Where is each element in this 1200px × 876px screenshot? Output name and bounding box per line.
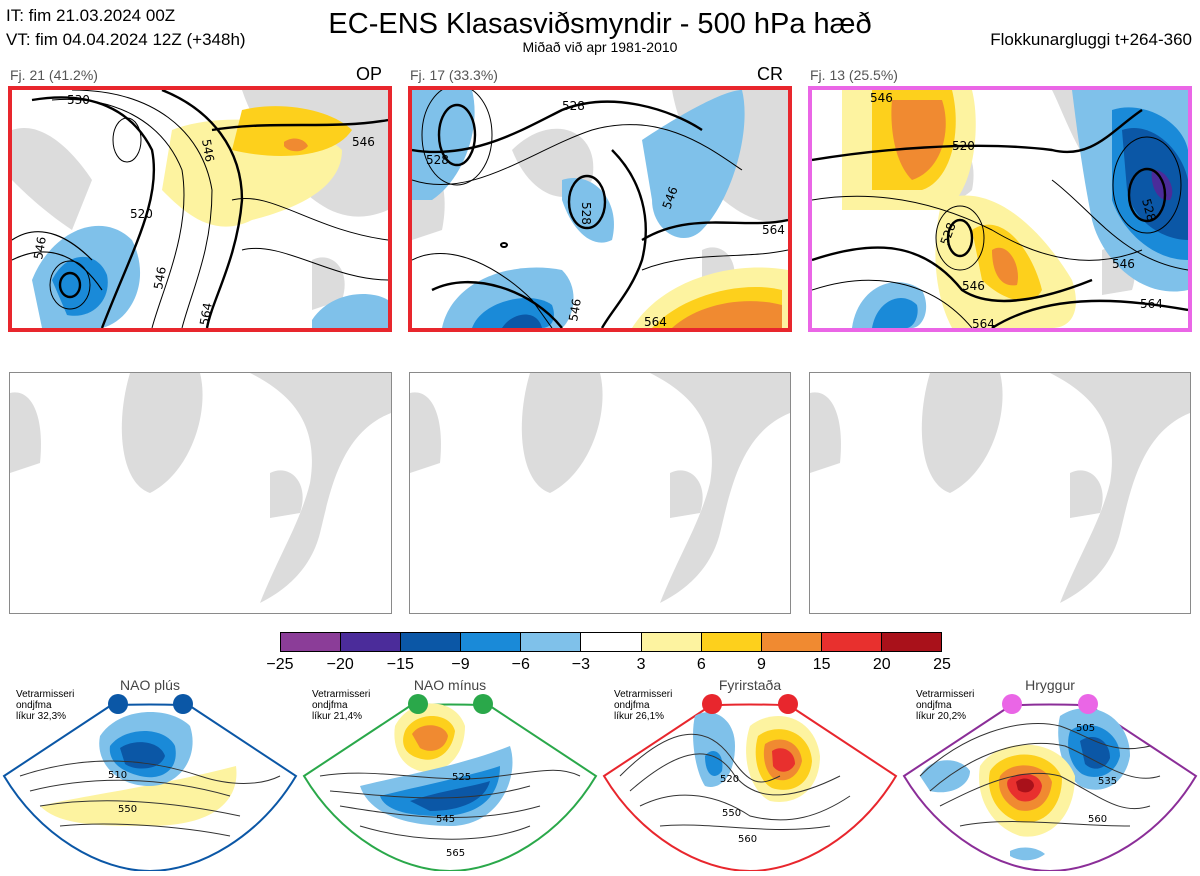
regime-label: 520: [720, 774, 739, 785]
contour-label: 564: [644, 315, 667, 328]
cluster-1-map[interactable]: 520 546 546 546 564 546 530: [8, 86, 392, 332]
regime-note-2: ondjfma: [312, 700, 348, 711]
regime-nao-minus: 525 545 565 NAO mínus Vetrarmisseri ondj…: [300, 676, 600, 873]
regime-note-2: ondjfma: [916, 700, 952, 711]
regime-note-3: líkur 32,3%: [16, 711, 67, 722]
colorbar-tick-label: −9: [451, 656, 470, 673]
valid-time: VT: fim 04.04.2024 12Z (+348h): [6, 30, 246, 49]
colorbar-cell: [640, 633, 701, 651]
regime-label: 525: [452, 772, 471, 783]
contour-label: 564: [1140, 297, 1163, 311]
regime-dot-icon: [473, 694, 493, 714]
regime-label: 510: [108, 770, 127, 781]
colorbar-tick-label: 6: [696, 656, 706, 673]
regime-dot-icon: [778, 694, 798, 714]
regime-label: 560: [738, 834, 757, 845]
contour-label: 564: [197, 302, 215, 327]
page-subtitle: Miðað við apr 1981-2010: [522, 39, 678, 55]
regime-label: 550: [722, 808, 741, 819]
page-title: EC-ENS Klasasviðsmyndir - 500 hPa hæð: [328, 8, 872, 40]
regime-note-2: ondjfma: [16, 700, 52, 711]
cluster-2-tag: CR: [757, 64, 783, 84]
regime-dot-icon: [408, 694, 428, 714]
colorbar: [280, 632, 942, 652]
classification-window: Flokkunargluggi t+264-360: [990, 30, 1192, 49]
colorbar-tick-label: 25: [933, 656, 951, 673]
colorbar-cell: [580, 633, 641, 651]
colorbar-cell: [520, 633, 581, 651]
regime-label: 545: [436, 814, 455, 825]
contour-label: 520: [130, 207, 153, 221]
colorbar-tick-label: 15: [812, 656, 831, 673]
empty-map-1[interactable]: [9, 372, 392, 614]
regime-blocking: 520 550 560 Fyrirstaða Vetrarmisseri ond…: [600, 676, 900, 873]
regime-note-3: líkur 21,4%: [312, 711, 363, 722]
cluster-2-map[interactable]: 528 528 528 546 564 546 564: [408, 86, 792, 332]
colorbar-cell: [820, 633, 881, 651]
colorbar-cell: [400, 633, 461, 651]
colorbar-tick-label: 20: [872, 656, 891, 673]
regime-note-2: ondjfma: [614, 700, 650, 711]
colorbar-cell: [460, 633, 521, 651]
regime-label: 505: [1076, 723, 1095, 734]
contour-label: 564: [762, 223, 785, 237]
contour-label: 528: [579, 202, 593, 225]
regime-label: 550: [118, 804, 137, 815]
colorbar-tick-label: −6: [511, 656, 530, 673]
colorbar-tick-label: −15: [386, 656, 414, 673]
cluster-3-map[interactable]: 546 528 520 528 546 546 564 564: [808, 86, 1192, 332]
contour-label: 546: [31, 236, 49, 261]
cluster-2-label: Fj. 17 (33.3%): [410, 67, 498, 83]
regime-nao-plus: 510 550 NAO plús Vetrarmisseri ondjfma l…: [0, 676, 300, 873]
regime-note-3: líkur 26,1%: [614, 711, 665, 722]
cluster-1-label: Fj. 21 (41.2%): [10, 67, 98, 83]
contour-label: 530: [67, 93, 90, 107]
init-time: IT: fim 21.03.2024 00Z: [6, 6, 176, 25]
regime-dot-icon: [702, 694, 722, 714]
colorbar-tick-label: 9: [757, 656, 766, 673]
colorbar-cell: [760, 633, 821, 651]
contour-label: 528: [562, 99, 585, 113]
contour-label: 520: [952, 139, 975, 153]
contour-label: 546: [962, 279, 985, 293]
contour-label: 546: [870, 91, 893, 105]
empty-map-3[interactable]: [809, 372, 1191, 614]
regime-dot-icon: [1078, 694, 1098, 714]
regime-title: Fyrirstaða: [718, 677, 782, 693]
contour-label: 546: [1112, 257, 1135, 271]
colorbar-cell: [700, 633, 761, 651]
regime-dot-icon: [108, 694, 128, 714]
regime-title: Hryggur: [1025, 677, 1075, 693]
regime-note-1: Vetrarmisseri: [16, 689, 75, 700]
regime-title: NAO plús: [120, 677, 180, 693]
regime-note-3: líkur 20,2%: [916, 711, 967, 722]
colorbar-cell: [880, 633, 942, 651]
contour-label: 546: [151, 266, 169, 291]
colorbar-tick-label: −25: [266, 656, 294, 673]
regime-note-1: Vetrarmisseri: [312, 689, 371, 700]
regime-title: NAO mínus: [413, 677, 487, 693]
regime-dot-icon: [173, 694, 193, 714]
empty-map-2[interactable]: [409, 372, 791, 614]
regime-note-1: Vetrarmisseri: [916, 689, 975, 700]
regime-note-1: Vetrarmisseri: [614, 689, 673, 700]
regime-dot-icon: [1002, 694, 1022, 714]
contour-label: 528: [426, 153, 449, 167]
colorbar-cell: [281, 633, 341, 651]
cluster-3-label: Fj. 13 (25.5%): [810, 67, 898, 83]
regime-label: 535: [1098, 776, 1117, 787]
contour-label: 564: [972, 317, 995, 328]
regime-label: 560: [1088, 814, 1107, 825]
cluster-1-tag: OP: [356, 64, 383, 84]
colorbar-tick-label: −3: [571, 656, 591, 673]
colorbar-tick-label: 3: [636, 656, 646, 673]
contour-label: 546: [566, 298, 584, 323]
colorbar-tick-label: −20: [326, 656, 354, 673]
contour-label: 546: [199, 138, 217, 163]
regime-ridge: 505 535 560 Hryggur Vetrarmisseri ondjfm…: [900, 676, 1200, 873]
colorbar-cell: [340, 633, 401, 651]
regime-label: 565: [446, 848, 465, 859]
contour-label: 528: [1139, 197, 1158, 223]
contour-label: 546: [352, 135, 375, 149]
